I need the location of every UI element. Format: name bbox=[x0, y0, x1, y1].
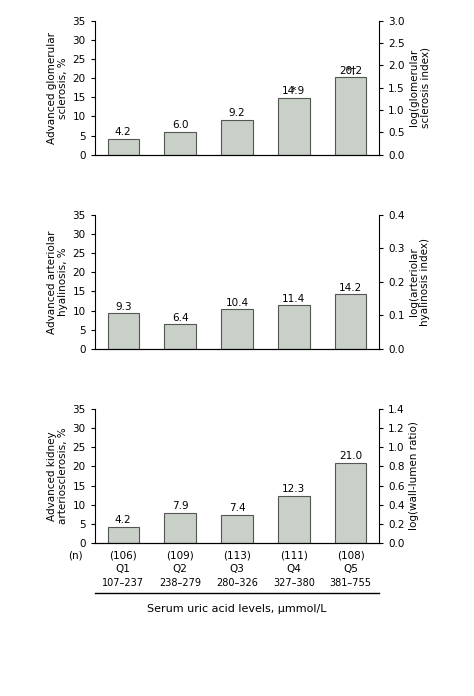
Bar bbox=[221, 120, 253, 155]
Bar bbox=[164, 324, 196, 349]
Text: 4.2: 4.2 bbox=[115, 127, 132, 137]
Text: Q4: Q4 bbox=[286, 564, 301, 574]
Text: 6.4: 6.4 bbox=[172, 313, 189, 323]
Text: 14.2: 14.2 bbox=[339, 283, 363, 293]
Text: 11.4: 11.4 bbox=[282, 294, 306, 303]
Bar bbox=[108, 527, 139, 543]
Text: 327–380: 327–380 bbox=[273, 578, 315, 588]
Text: 107–237: 107–237 bbox=[102, 578, 144, 588]
Y-axis label: Advanced glomerular
sclerosis, %: Advanced glomerular sclerosis, % bbox=[47, 32, 68, 144]
Bar bbox=[108, 139, 139, 155]
Text: 7.9: 7.9 bbox=[172, 501, 189, 511]
Text: 10.4: 10.4 bbox=[226, 297, 248, 308]
Y-axis label: Advanced kidney
arteriosclerosis, %: Advanced kidney arteriosclerosis, % bbox=[47, 427, 68, 524]
Text: (108): (108) bbox=[337, 551, 365, 560]
Text: *: * bbox=[291, 86, 297, 96]
Text: (111): (111) bbox=[280, 551, 308, 560]
Bar bbox=[278, 496, 310, 543]
Y-axis label: log(wall-lumen ratio): log(wall-lumen ratio) bbox=[409, 422, 419, 530]
Text: 20.2: 20.2 bbox=[339, 42, 362, 76]
Text: Q1: Q1 bbox=[116, 564, 131, 574]
Y-axis label: Advanced arteriolar
hyalinosis, %: Advanced arteriolar hyalinosis, % bbox=[47, 230, 68, 333]
Bar bbox=[278, 306, 310, 349]
Text: (106): (106) bbox=[109, 551, 137, 560]
Text: Q2: Q2 bbox=[173, 564, 188, 574]
Text: (n): (n) bbox=[68, 551, 83, 560]
Text: *†: *† bbox=[345, 65, 356, 76]
Bar bbox=[335, 77, 366, 155]
Text: Q3: Q3 bbox=[229, 564, 245, 574]
Text: Serum uric acid levels, μmmol/L: Serum uric acid levels, μmmol/L bbox=[147, 604, 327, 614]
Text: 4.2: 4.2 bbox=[115, 515, 132, 525]
Y-axis label: log(glomerular
sclerosis index): log(glomerular sclerosis index) bbox=[409, 47, 430, 128]
Bar bbox=[335, 294, 366, 349]
Text: Q5: Q5 bbox=[343, 564, 358, 574]
Bar bbox=[335, 463, 366, 543]
Text: 381–755: 381–755 bbox=[330, 578, 372, 588]
Bar bbox=[278, 97, 310, 155]
Bar bbox=[221, 514, 253, 543]
Bar bbox=[164, 513, 196, 543]
Text: (109): (109) bbox=[166, 551, 194, 560]
Text: 7.4: 7.4 bbox=[228, 503, 246, 513]
Text: 6.0: 6.0 bbox=[172, 120, 188, 130]
Text: 21.0: 21.0 bbox=[339, 451, 362, 461]
Bar bbox=[221, 309, 253, 349]
Y-axis label: log(arteriolar
hyalinosis index): log(arteriolar hyalinosis index) bbox=[409, 238, 430, 326]
Text: 12.3: 12.3 bbox=[282, 484, 306, 494]
Text: 9.3: 9.3 bbox=[115, 301, 132, 312]
Text: 280–326: 280–326 bbox=[216, 578, 258, 588]
Bar bbox=[164, 132, 196, 155]
Text: 238–279: 238–279 bbox=[159, 578, 201, 588]
Text: 9.2: 9.2 bbox=[228, 108, 246, 118]
Text: (113): (113) bbox=[223, 551, 251, 560]
Bar bbox=[108, 313, 139, 349]
Text: 14.9: 14.9 bbox=[282, 63, 306, 96]
